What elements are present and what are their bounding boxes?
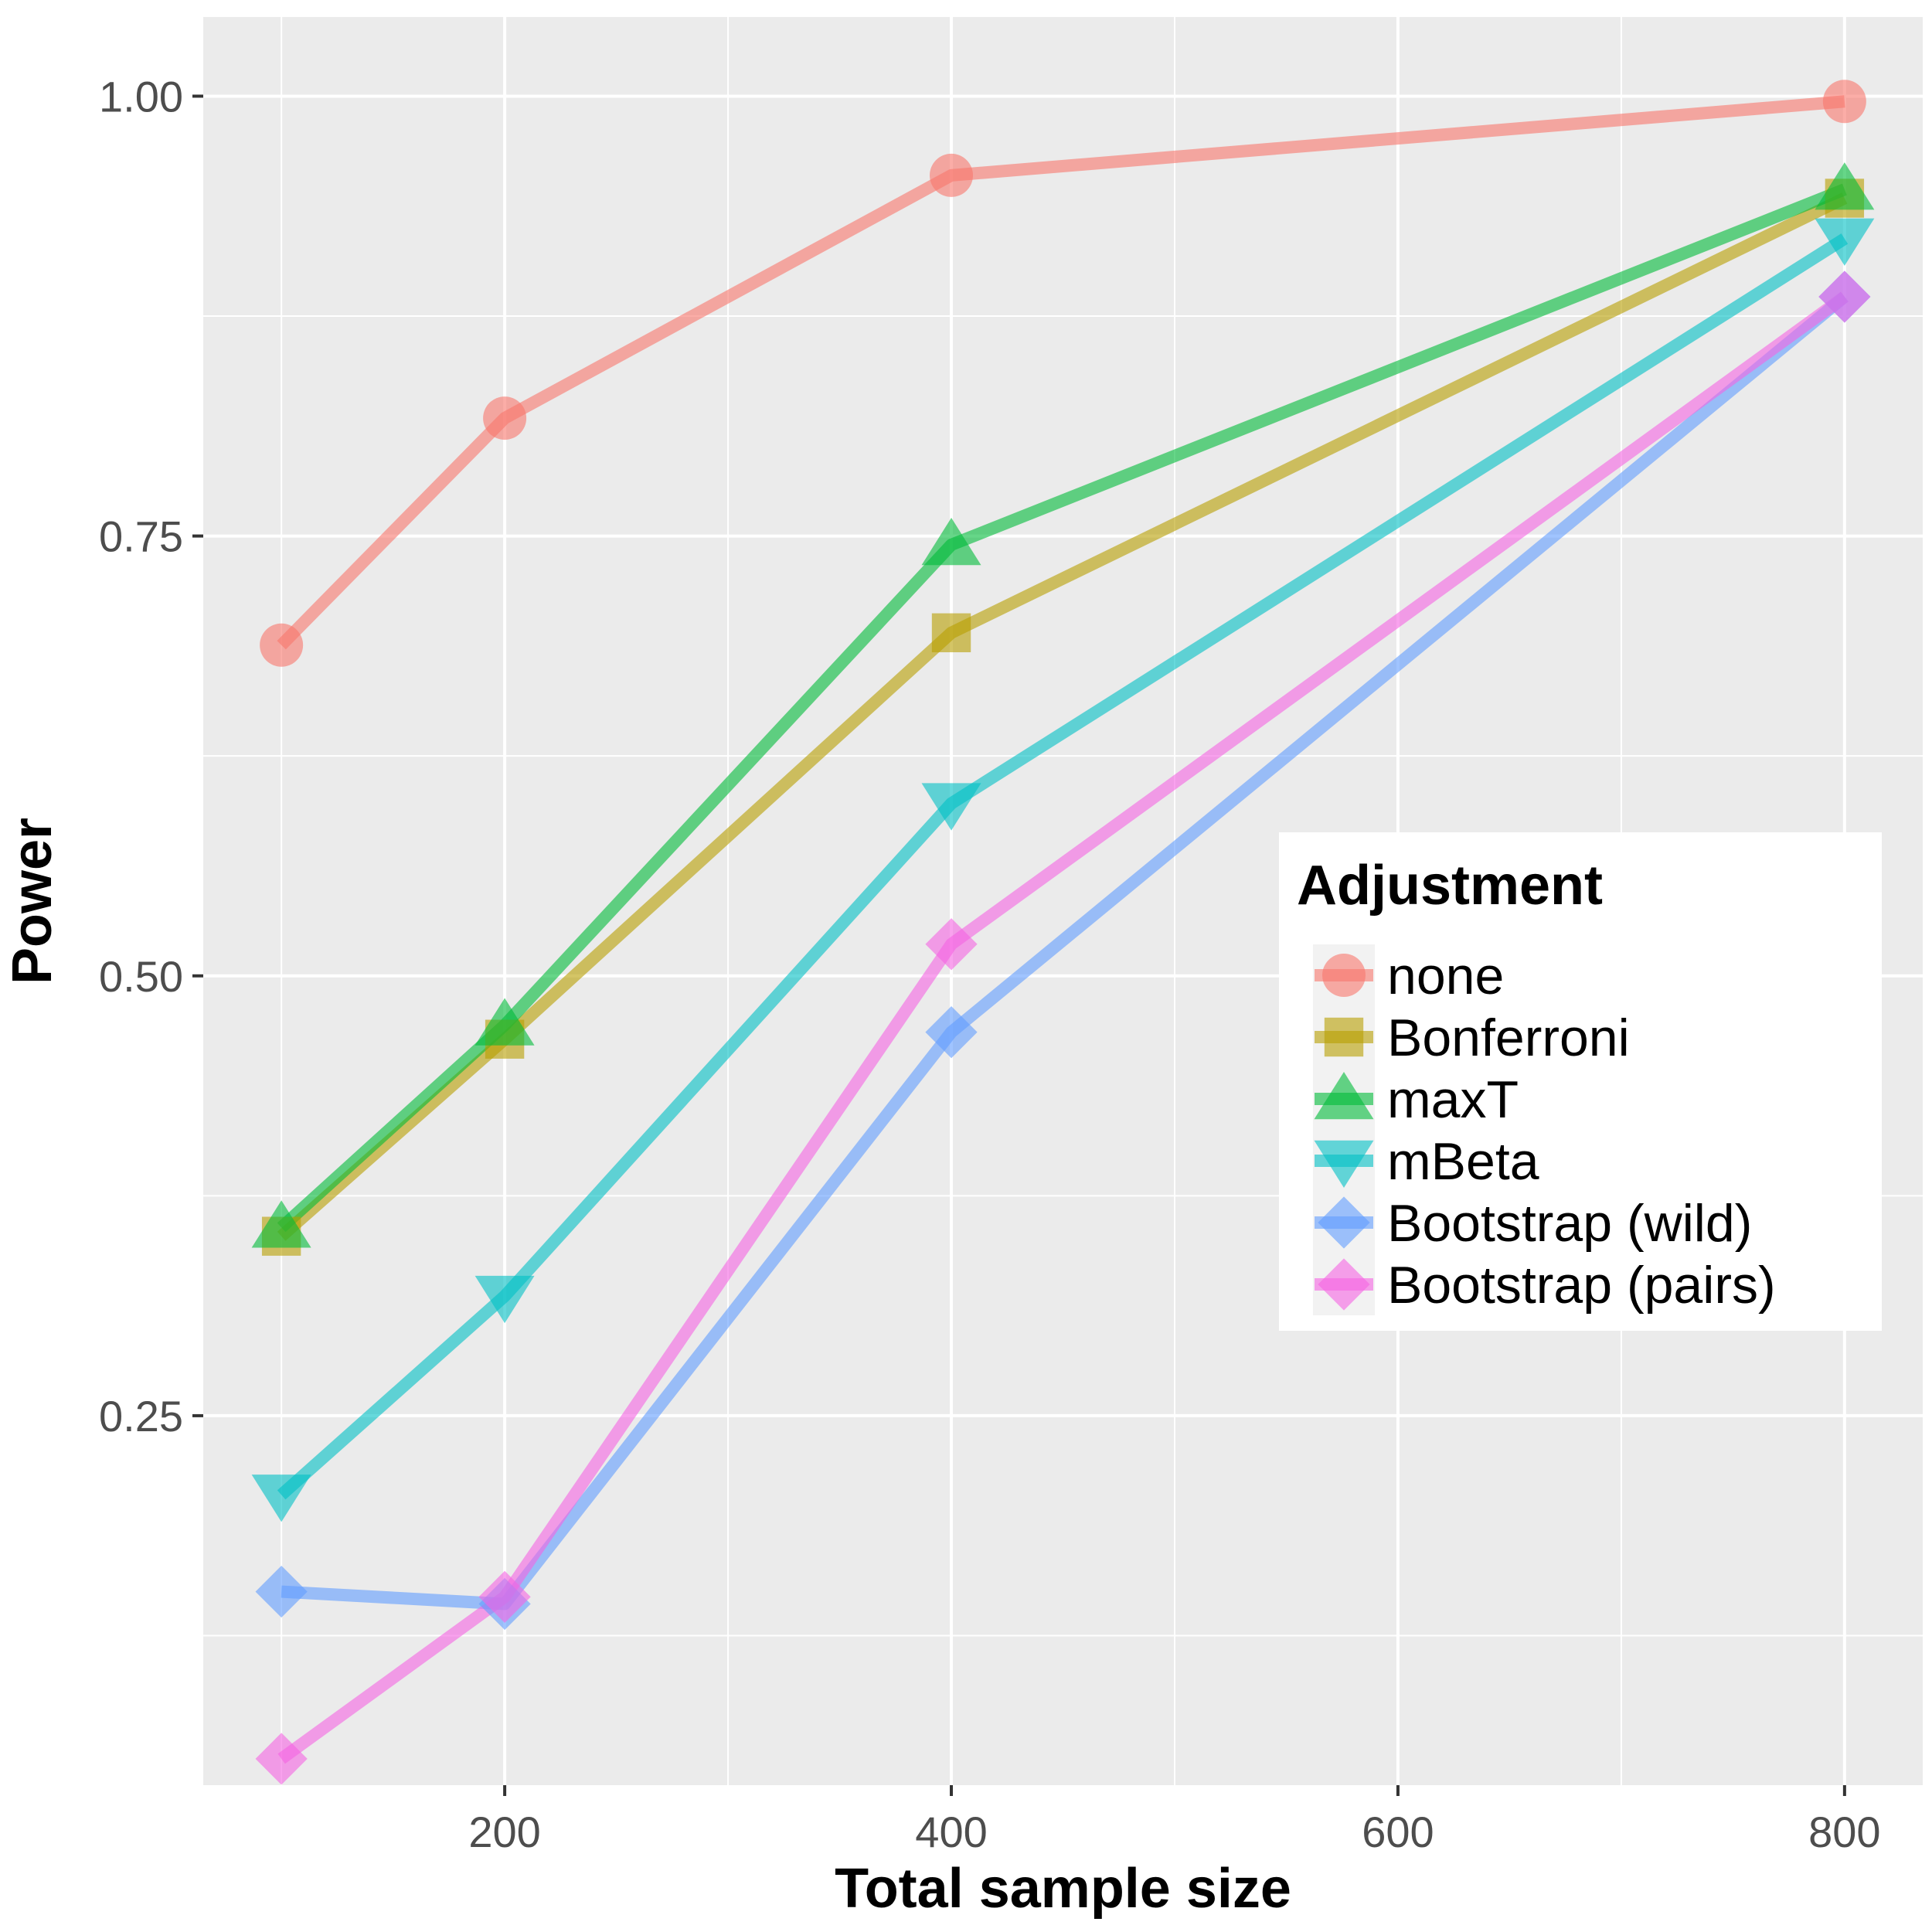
legend-key-marker bbox=[1318, 1258, 1370, 1311]
data-point bbox=[921, 783, 981, 831]
data-point bbox=[931, 613, 971, 653]
legend-label: mBeta bbox=[1387, 1132, 1539, 1191]
legend-item: Bootstrap (wild) bbox=[1313, 1192, 1752, 1253]
data-point bbox=[251, 1200, 311, 1248]
y-tick-label: 0.75 bbox=[99, 512, 183, 561]
legend-key-marker bbox=[1314, 1140, 1374, 1188]
legend-item: Bonferroni bbox=[1313, 1006, 1630, 1068]
data-point bbox=[1818, 270, 1871, 323]
legend-item: maxT bbox=[1313, 1068, 1519, 1130]
data-point bbox=[483, 396, 527, 440]
series-lines bbox=[277, 95, 1849, 1764]
y-axis-ticks: 0.25 0.50 0.75 1.00 bbox=[99, 72, 203, 1440]
x-tick-label: 600 bbox=[1362, 1808, 1434, 1856]
data-point bbox=[474, 998, 535, 1046]
legend-label: Bootstrap (pairs) bbox=[1387, 1256, 1776, 1315]
data-point bbox=[930, 153, 974, 197]
series-line bbox=[277, 192, 1848, 1241]
legend-label: Bonferroni bbox=[1387, 1009, 1630, 1067]
legend-label: maxT bbox=[1387, 1070, 1519, 1129]
data-point bbox=[251, 1475, 311, 1522]
y-tick-label: 0.50 bbox=[99, 952, 183, 1001]
legend-key-marker bbox=[1322, 954, 1366, 997]
x-tick-label: 200 bbox=[468, 1808, 540, 1856]
x-axis-title: Total sample size bbox=[835, 1858, 1291, 1920]
y-tick-label: 1.00 bbox=[99, 72, 183, 121]
data-point bbox=[921, 517, 981, 566]
series-line bbox=[277, 95, 1845, 650]
data-point bbox=[925, 1006, 978, 1059]
data-point bbox=[1815, 218, 1875, 266]
series-points bbox=[251, 80, 1875, 1785]
data-point bbox=[474, 1275, 535, 1324]
y-tick-label: 0.25 bbox=[99, 1392, 183, 1440]
series-line bbox=[277, 183, 1847, 1233]
data-point bbox=[255, 1733, 308, 1785]
series-line bbox=[277, 233, 1849, 1500]
x-tick-label: 400 bbox=[915, 1808, 987, 1856]
legend-item: Bootstrap (pairs) bbox=[1313, 1253, 1776, 1315]
y-axis-title: Power bbox=[2, 818, 63, 985]
series-line bbox=[281, 291, 1849, 1611]
legend-item: mBeta bbox=[1313, 1130, 1539, 1192]
data-point bbox=[478, 1570, 531, 1624]
series-line bbox=[277, 291, 1849, 1764]
data-point bbox=[1822, 80, 1866, 124]
data-point bbox=[260, 623, 304, 667]
minor-gridlines bbox=[203, 17, 1923, 1785]
legend-item: none bbox=[1313, 944, 1504, 1006]
legend-key-marker bbox=[1318, 1196, 1370, 1249]
data-point bbox=[255, 1565, 308, 1618]
legend-background bbox=[1279, 832, 1882, 1331]
x-axis-ticks: 200 400 600 800 bbox=[468, 1785, 1881, 1856]
data-point bbox=[1815, 162, 1875, 210]
x-tick-label: 800 bbox=[1808, 1808, 1880, 1856]
legend-key-marker bbox=[1314, 1072, 1374, 1120]
legend: Adjustment noneBonferronimaxTmBetaBootst… bbox=[1279, 832, 1882, 1331]
legend-label: Bootstrap (wild) bbox=[1387, 1194, 1752, 1253]
legend-key-marker bbox=[1324, 1017, 1364, 1057]
legend-label: none bbox=[1387, 947, 1504, 1005]
legend-title: Adjustment bbox=[1297, 855, 1603, 917]
data-point bbox=[925, 918, 978, 971]
